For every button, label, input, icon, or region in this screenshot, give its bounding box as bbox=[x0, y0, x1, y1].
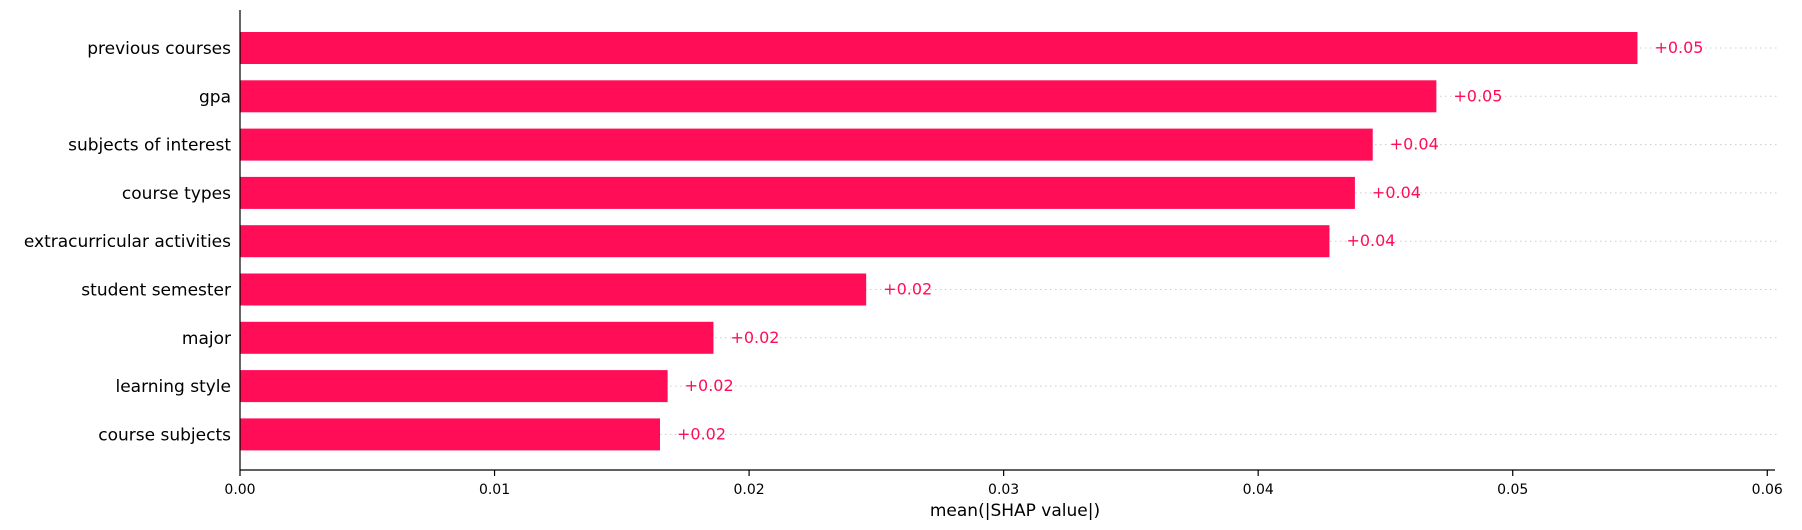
x-tick-label: 0.01 bbox=[479, 482, 510, 498]
data-label: +0.05 bbox=[1654, 38, 1703, 57]
bar bbox=[240, 418, 660, 451]
x-tick-label: 0.06 bbox=[1752, 482, 1783, 498]
x-tick-label: 0.00 bbox=[224, 482, 255, 498]
category-label: student semester bbox=[81, 281, 231, 301]
x-ticks: 0.00 0.01 0.02 0.03 0.04 0.05 0.06 bbox=[224, 470, 1783, 498]
bar bbox=[240, 370, 668, 403]
category-label: gpa bbox=[199, 87, 231, 107]
x-axis-title: mean(|SHAP value|) bbox=[930, 501, 1100, 521]
x-tick-label: 0.05 bbox=[1497, 482, 1528, 498]
data-label: +0.02 bbox=[883, 280, 932, 299]
bar bbox=[240, 273, 867, 306]
x-tick-label: 0.02 bbox=[734, 482, 765, 498]
data-label: +0.04 bbox=[1346, 231, 1395, 250]
data-labels: +0.05 +0.05 +0.04 +0.04 +0.04 +0.02 +0.02 +0.02… bbox=[677, 38, 1703, 443]
data-label: +0.04 bbox=[1372, 183, 1421, 202]
bars bbox=[240, 32, 1638, 451]
category-label: course types bbox=[122, 184, 231, 204]
bar bbox=[240, 32, 1638, 64]
category-label: previous courses bbox=[87, 39, 231, 59]
category-labels: previous courses gpa subjects of interest c… bbox=[24, 39, 231, 445]
axes bbox=[239, 10, 1775, 471]
category-label: learning style bbox=[115, 377, 231, 397]
bar bbox=[240, 176, 1355, 209]
data-label: +0.02 bbox=[730, 328, 779, 347]
data-label: +0.02 bbox=[685, 376, 734, 395]
bar bbox=[240, 128, 1373, 161]
data-label: +0.05 bbox=[1453, 86, 1502, 105]
data-label: +0.02 bbox=[677, 424, 726, 443]
bar bbox=[240, 225, 1330, 258]
data-label: +0.04 bbox=[1390, 135, 1439, 154]
category-label: extracurricular activities bbox=[24, 232, 231, 252]
category-label: course subjects bbox=[98, 425, 231, 445]
bar bbox=[240, 80, 1437, 113]
category-label: subjects of interest bbox=[68, 136, 231, 156]
x-tick-label: 0.03 bbox=[988, 482, 1019, 498]
category-label: major bbox=[182, 329, 231, 349]
x-tick-label: 0.04 bbox=[1243, 482, 1274, 498]
bar bbox=[240, 321, 714, 354]
